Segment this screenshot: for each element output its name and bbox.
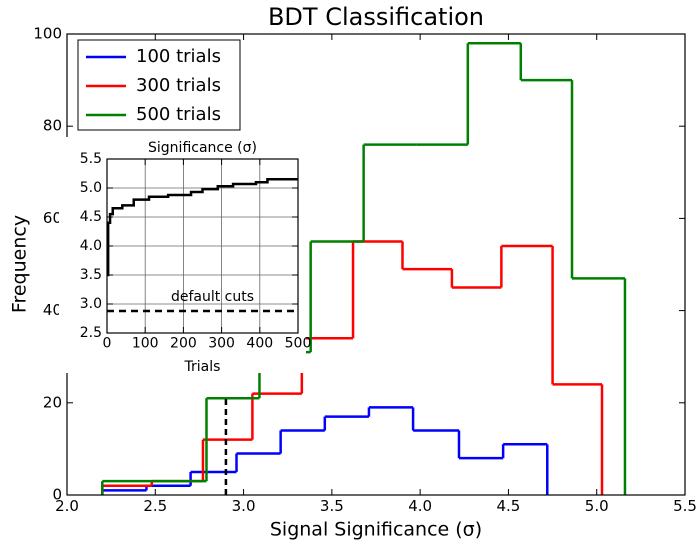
y-tick-label: 3.0	[80, 296, 102, 312]
y-tick-label: 5.5	[80, 151, 102, 167]
plot-frame	[106, 158, 299, 334]
x-tick-label: 2.0	[55, 497, 79, 515]
x-tick-label: 2.5	[143, 497, 167, 515]
x-tick-label: 0	[103, 336, 112, 352]
y-tick-label: 5.0	[80, 180, 102, 196]
y-tick-label: 40	[43, 301, 62, 319]
x-tick-label: 300	[208, 336, 235, 352]
y-tick-label: 60	[43, 209, 62, 227]
x-tick-label: 5.0	[585, 497, 609, 515]
y-tick-label: 80	[43, 117, 62, 135]
y-tick-label: 20	[43, 393, 62, 411]
y-axis-title: Frequency	[9, 215, 31, 313]
y-tick-label: 2.5	[80, 325, 102, 341]
inset-title: Significance (σ)	[148, 140, 257, 156]
legend-label: 500 trials	[136, 104, 221, 125]
x-tick-label: 100	[132, 336, 159, 352]
x-tick-label: 5.5	[673, 497, 697, 515]
y-tick-label: 3.5	[80, 267, 102, 283]
x-tick-label: 3.5	[320, 497, 344, 515]
annotation: default cuts	[171, 289, 254, 305]
x-tick-label: 400	[246, 336, 273, 352]
y-tick-label: 100	[33, 25, 62, 43]
x-axis-title: Signal Significance (σ)	[270, 519, 482, 541]
y-tick-label: 0	[52, 486, 62, 504]
line	[106, 178, 298, 277]
x-tick-label: 4.5	[496, 497, 520, 515]
x-tick-label: 500	[285, 336, 312, 352]
chart-title: BDT Classification	[268, 3, 484, 31]
x-tick-label: 4.0	[408, 497, 432, 515]
x-tick-label: 200	[170, 336, 197, 352]
y-tick-label: 4.5	[80, 209, 102, 225]
legend-label: 300 trials	[136, 75, 221, 96]
inset-x-axis-title: Trials	[184, 359, 221, 375]
y-tick-label: 4.0	[80, 238, 102, 254]
x-tick-label: 3.0	[232, 497, 256, 515]
legend-label: 100 trials	[136, 46, 221, 67]
